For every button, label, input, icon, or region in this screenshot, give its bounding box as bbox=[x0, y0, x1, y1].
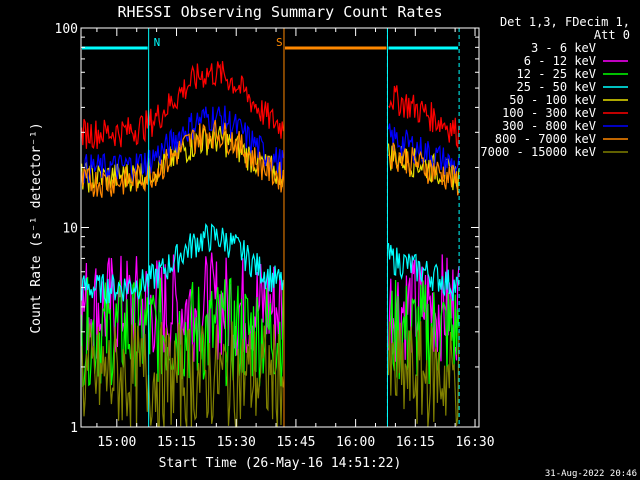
x-tick-label-4: 16:00 bbox=[336, 435, 375, 450]
x-tick-label-0: 15:00 bbox=[97, 435, 136, 450]
legend-label-1: 6 - 12 keV bbox=[524, 54, 596, 68]
legend-label-3: 25 - 50 keV bbox=[517, 80, 596, 94]
legend-header-line-1: Det 1,3, FDecim 1, bbox=[500, 15, 630, 29]
series-line-5 bbox=[81, 61, 460, 149]
x-axis-label: Start Time (26-May-16 14:51:22) bbox=[159, 456, 402, 471]
x-tick-label-3: 15:45 bbox=[276, 435, 315, 450]
series-line-7 bbox=[81, 119, 460, 198]
legend-label-2: 12 - 25 keV bbox=[517, 67, 596, 81]
legend-label-5: 100 - 300 keV bbox=[502, 106, 596, 120]
y-axis: 1 10 100 bbox=[55, 22, 480, 436]
annotation-label-0: N bbox=[154, 36, 161, 49]
legend-label-8: 7000 - 15000 keV bbox=[480, 145, 596, 159]
legend-label-4: 50 - 100 keV bbox=[509, 93, 596, 107]
legend-label-6: 300 - 800 keV bbox=[502, 119, 596, 133]
y-axis-label: Count Rate (s⁻¹ detector⁻¹) bbox=[29, 122, 44, 333]
annotation-label-1: S bbox=[276, 36, 283, 49]
timestamp-footer: 31-Aug-2022 20:46 bbox=[545, 469, 637, 479]
y-tick-label-2: 100 bbox=[55, 22, 78, 37]
legend-label-0: 3 - 6 keV bbox=[531, 41, 596, 55]
series-line-3 bbox=[81, 223, 460, 304]
chart-title: RHESSI Observing Summary Count Rates bbox=[117, 3, 442, 21]
x-axis: 15:00 15:15 15:30 15:45 16:00 16:15 16:30 bbox=[96, 28, 495, 450]
x-tick-label-5: 16:15 bbox=[396, 435, 435, 450]
x-tick-label-1: 15:15 bbox=[157, 435, 196, 450]
legend-label-7: 800 - 7000 keV bbox=[495, 132, 596, 146]
y-tick-label-1: 10 bbox=[62, 222, 78, 237]
x-tick-label-6: 16:30 bbox=[455, 435, 494, 450]
legend-header-line-2: Att 0 bbox=[594, 28, 630, 42]
x-tick-label-2: 15:30 bbox=[217, 435, 256, 450]
series-line-8 bbox=[81, 321, 460, 428]
y-tick-label-0: 1 bbox=[70, 421, 78, 436]
